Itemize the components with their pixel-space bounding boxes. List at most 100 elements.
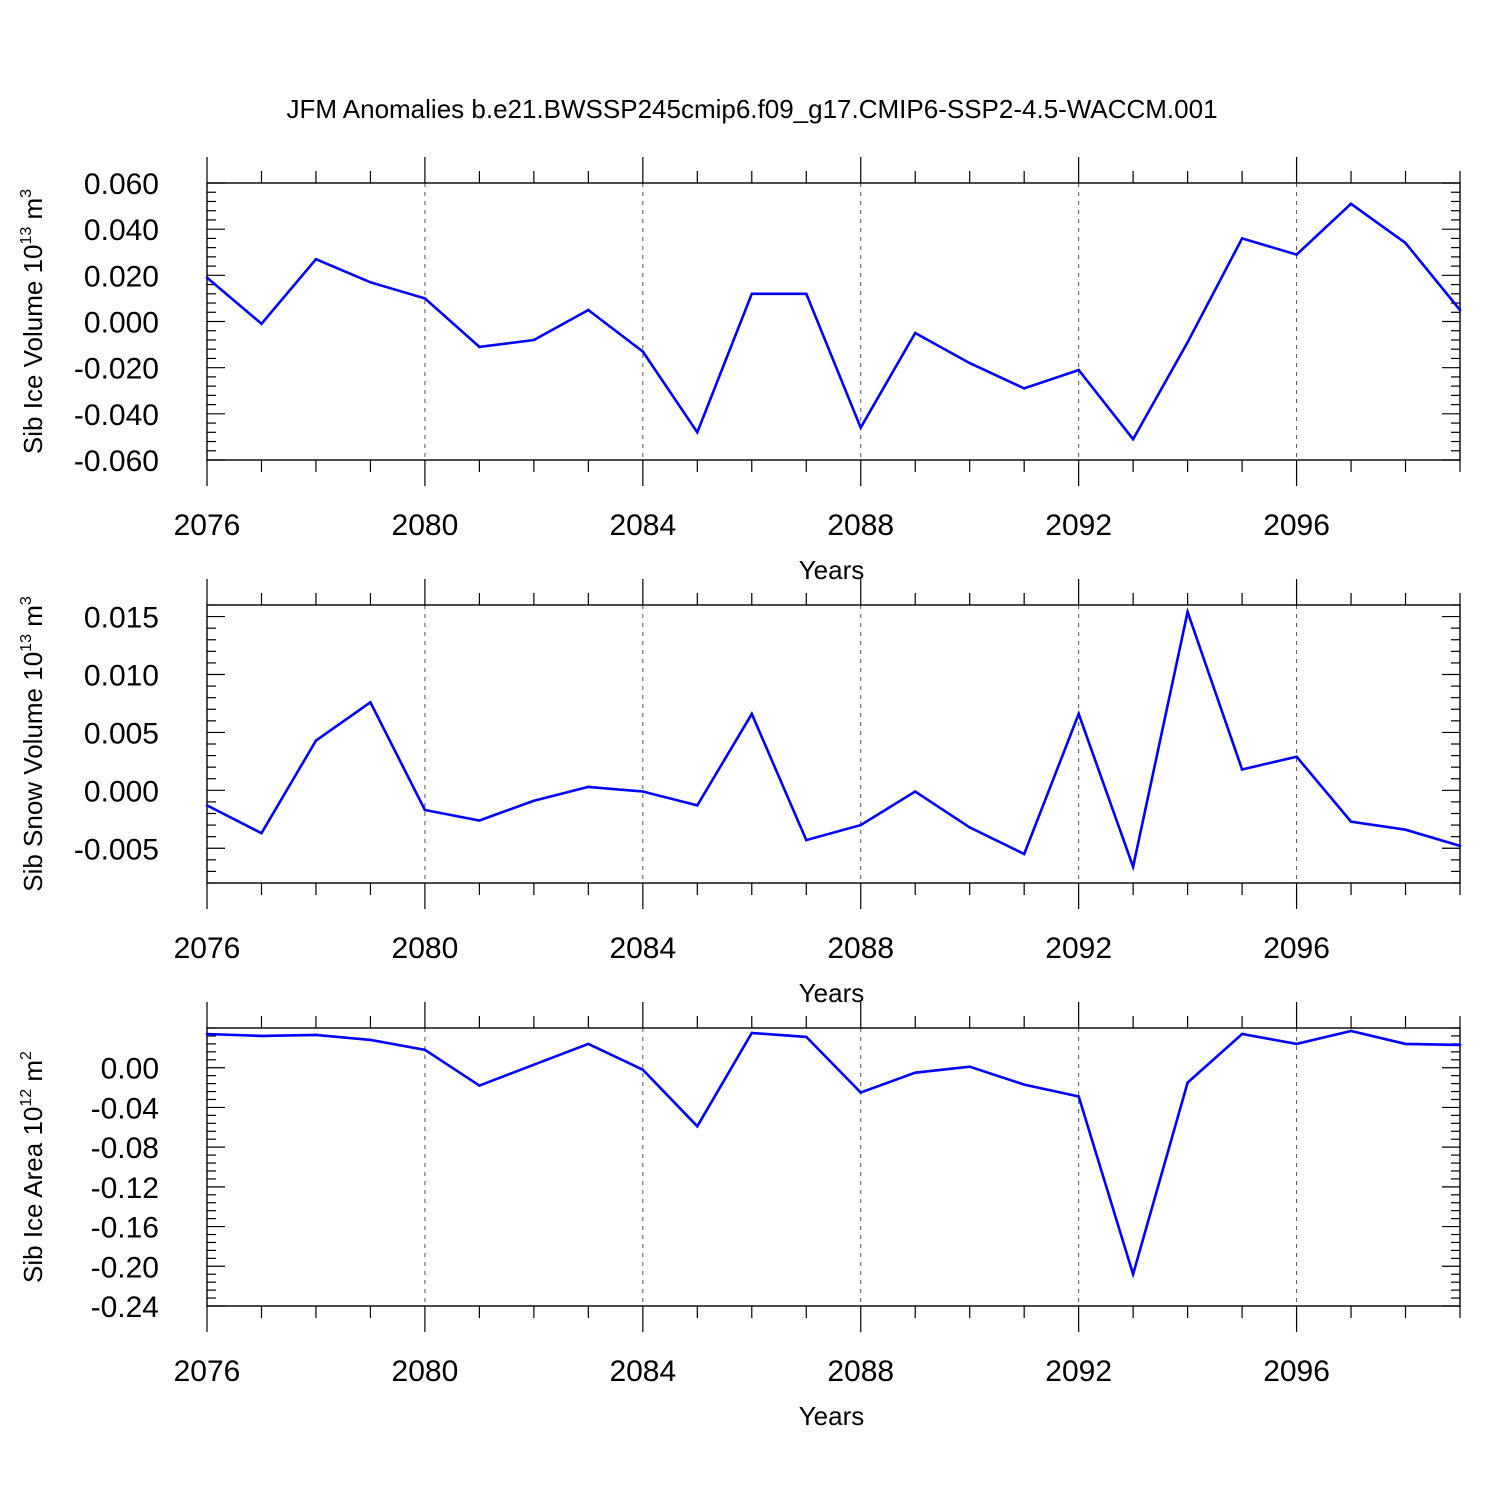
data-point (1022, 1083, 1026, 1086)
data-point (1404, 1042, 1407, 1046)
data-point (369, 280, 372, 284)
x-tick-label: 2076 (174, 1355, 241, 1388)
data-point (260, 831, 263, 835)
y-tick-label: -0.20 (91, 1251, 159, 1284)
y-tick-label: 0.000 (84, 775, 159, 808)
data-point (587, 308, 590, 312)
plot-panel-2: 2076 2080 2084 2088 2092 2096 0.015 0.010 0.005 0… (18, 579, 1462, 1008)
data-point (1349, 820, 1353, 823)
data-point (1404, 241, 1407, 245)
y-tick-label: -0.020 (74, 353, 159, 386)
data-point (859, 823, 863, 827)
y-tick-label: -0.040 (74, 399, 159, 432)
data-point (532, 1063, 536, 1067)
data-point (1404, 828, 1407, 832)
data-point (1186, 610, 1189, 614)
y-tick-label: 0.005 (84, 717, 159, 750)
data-point (750, 1031, 754, 1035)
x-axis-label: Years (799, 978, 865, 1008)
data-point (1240, 237, 1244, 240)
x-axis-label: Years (799, 555, 865, 585)
data-point (1077, 1095, 1080, 1098)
data-point (314, 1033, 318, 1037)
data-point (968, 361, 971, 365)
y-tick-label: -0.12 (91, 1172, 159, 1205)
chart-title: JFM Anomalies b.e21.BWSSP245cmip6.f09_g1… (286, 94, 1217, 124)
data-point (1186, 340, 1189, 344)
data-point (478, 1084, 481, 1087)
x-axis-label: Years (799, 1401, 865, 1431)
data-point (696, 804, 699, 807)
x-tick-label: 2092 (1045, 932, 1112, 965)
data-point (696, 431, 699, 434)
data-point (968, 1065, 971, 1069)
y-tick-label: -0.24 (91, 1291, 159, 1324)
data-point (587, 785, 590, 789)
data-point (205, 804, 209, 807)
data-point (478, 819, 481, 822)
y-axis-label: Sib Ice Area 1012 m2 (18, 1051, 48, 1283)
data-point (423, 1048, 427, 1052)
x-tick-label: 2092 (1045, 1355, 1112, 1388)
data-point (804, 1035, 808, 1039)
data-point (369, 1038, 372, 1042)
x-tick-label: 2084 (609, 1355, 676, 1388)
x-tick-label: 2080 (392, 1355, 459, 1388)
data-point (260, 322, 263, 326)
plot-frame (206, 182, 1461, 461)
y-tick-label: -0.08 (91, 1132, 159, 1165)
y-tick-label: 0.00 (101, 1053, 159, 1086)
y-axis-label: Sib Ice Volume 1013 m3 (18, 189, 48, 454)
data-point (1077, 368, 1080, 372)
x-tick-label: 2088 (827, 932, 894, 965)
y-tick-label: -0.005 (74, 833, 159, 866)
data-point (1295, 755, 1298, 759)
data-point (1240, 768, 1244, 771)
x-tick-label: 2080 (392, 932, 459, 965)
data-point (1077, 712, 1080, 716)
series-line (206, 202, 1462, 442)
data-point (641, 790, 645, 793)
data-point (1131, 437, 1135, 441)
data-point (859, 426, 863, 429)
data-point (1022, 387, 1026, 390)
data-point (696, 1124, 699, 1128)
data-point (750, 292, 754, 296)
x-tick-label: 2088 (827, 509, 894, 542)
data-point (1295, 1042, 1298, 1046)
x-tick-label: 2096 (1263, 932, 1330, 965)
data-point (859, 1091, 863, 1094)
series-line (206, 607, 1461, 872)
data-point (423, 297, 427, 300)
y-tick-label: 0.000 (84, 307, 159, 340)
y-tick-label: -0.16 (91, 1212, 159, 1245)
data-point (532, 338, 536, 342)
data-point (314, 739, 318, 742)
x-tick-label: 2080 (392, 509, 459, 542)
data-point (1295, 253, 1298, 256)
data-point (968, 826, 971, 829)
data-point (478, 345, 481, 349)
data-point (804, 292, 808, 296)
x-tick-label: 2088 (827, 1355, 894, 1388)
data-point (260, 1034, 263, 1038)
data-point (1186, 1081, 1189, 1084)
data-point (1022, 852, 1026, 856)
y-tick-label: 0.060 (84, 168, 159, 201)
data-point (1349, 202, 1353, 206)
y-tick-label: -0.04 (91, 1092, 159, 1125)
data-point (913, 1071, 917, 1074)
plot-frame (206, 604, 1461, 884)
data-point (1131, 865, 1135, 869)
plot-panel-3: 2076 2080 2084 2088 2092 2096 0.00 -0.04 -0.08 -0… (18, 1002, 1462, 1431)
data-point (1458, 844, 1462, 848)
data-point (532, 799, 536, 803)
data-point (641, 1068, 645, 1071)
y-tick-label: 0.020 (84, 260, 159, 293)
data-point (1458, 1043, 1462, 1047)
data-point (1349, 1029, 1353, 1033)
data-point (205, 1032, 209, 1036)
data-point (641, 350, 645, 353)
data-point (804, 838, 808, 842)
data-point (1458, 308, 1462, 312)
